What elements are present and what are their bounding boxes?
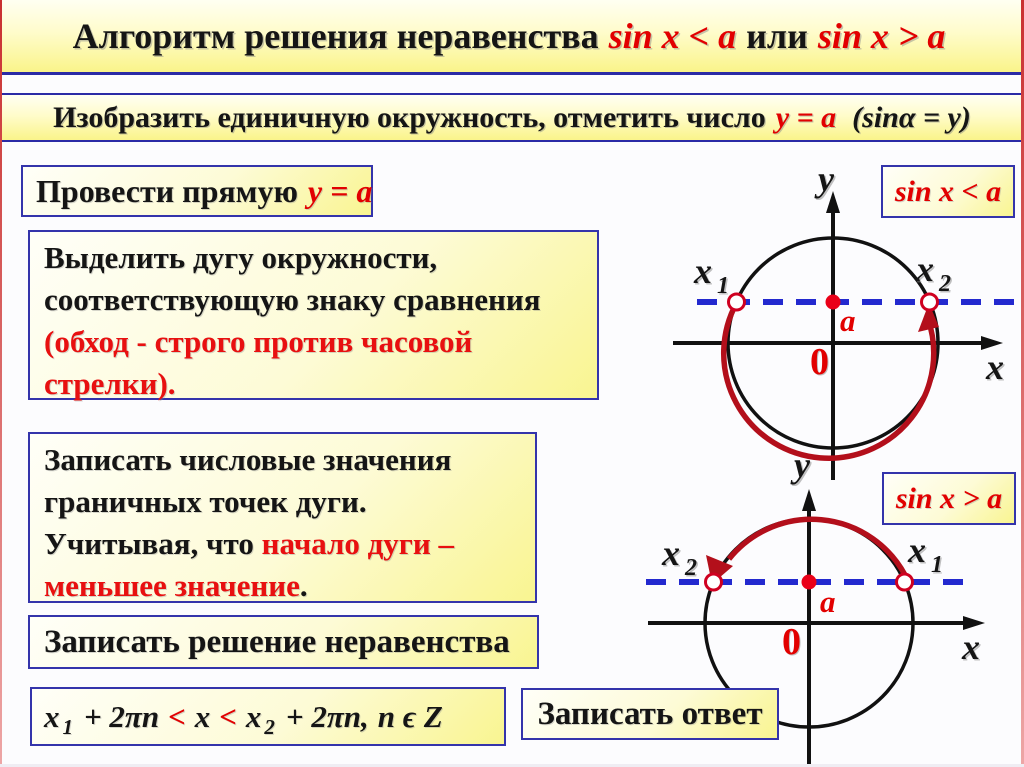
- top-y-axis-label: y: [818, 159, 834, 199]
- step3-red-text: начало дуги – меньшее значение: [44, 525, 454, 603]
- title-text: Алгоритм решения неравенства: [72, 16, 599, 56]
- step-draw-line-box: Провести прямую y = a: [21, 165, 373, 217]
- step2-red-text: (обход - строго против часовой стрелки).: [44, 323, 473, 401]
- title-math-sin-gt: sin x > a: [817, 16, 946, 56]
- step1-text: Провести прямую: [36, 172, 298, 209]
- formula-x2: x: [245, 698, 262, 734]
- formula-less-than-2: <: [219, 698, 237, 734]
- diagram-sin-gt: [646, 489, 985, 767]
- right-edge-strip: [1021, 0, 1024, 767]
- step2-black-text: Выделить дугу окружности, соответствующу…: [44, 240, 541, 317]
- step1-math-ya: y = a: [307, 172, 373, 209]
- step4-text: Записать решение неравенства: [44, 623, 510, 660]
- step-write-values-box: Записать числовые значения граничных точ…: [28, 432, 537, 603]
- bottom-y-axis-label: y: [794, 445, 810, 485]
- step-select-arc-box: Выделить дугу окружности, соответствующу…: [28, 230, 599, 401]
- bottom-x-axis-label: x: [962, 627, 980, 667]
- bottom-a-label: a: [820, 584, 836, 619]
- title-or: или: [746, 16, 808, 56]
- step3-tail: .: [299, 567, 308, 603]
- step-draw-circle: Изобразить единичную окружность, отметит…: [0, 93, 1024, 142]
- top-a-label: a: [840, 303, 856, 338]
- slide-title: Алгоритм решения неравенства sin x < a и…: [0, 0, 1024, 75]
- formula-x2-sub: 2: [264, 715, 275, 739]
- case-sin-gt-text: sin x > a: [895, 481, 1003, 515]
- bottom-origin-label: 0: [782, 621, 801, 663]
- subtitle-math-ya: y = a: [775, 100, 837, 134]
- top-origin-label: 0: [810, 341, 829, 383]
- formula-less-than-1: <: [168, 698, 186, 734]
- step-write-answer-box: Записать ответ: [521, 688, 779, 740]
- subtitle-paren: (sinα = y): [852, 100, 971, 134]
- formula-plus-2pin-1: + 2πn: [84, 698, 160, 734]
- formula-plus-2pin-2: + 2πn,: [285, 698, 369, 734]
- step5-text: Записать ответ: [537, 695, 763, 732]
- top-x-axis-label: x: [986, 347, 1004, 387]
- case-sin-lt-text: sin x < a: [894, 174, 1002, 208]
- case-sin-lt-badge: sin x < a: [881, 165, 1015, 218]
- subtitle-text: Изобразить единичную окружность, отметит…: [53, 100, 766, 134]
- bottom-edge-strip: [0, 764, 1024, 767]
- formula-x1: x: [44, 698, 60, 734]
- formula-x: x: [194, 698, 211, 734]
- diagram-sin-lt: [673, 191, 1014, 480]
- step3-black-text: Записать числовые значения граничных точ…: [44, 442, 452, 561]
- formula-n-in-z: n ϵ Z: [377, 698, 443, 734]
- case-sin-gt-badge: sin x > a: [882, 472, 1016, 525]
- title-math-sin-lt: sin x < a: [608, 16, 737, 56]
- left-edge-strip: [0, 0, 2, 767]
- step-write-solution-box: Записать решение неравенства: [28, 615, 539, 669]
- formula-x1-sub: 1: [62, 715, 74, 739]
